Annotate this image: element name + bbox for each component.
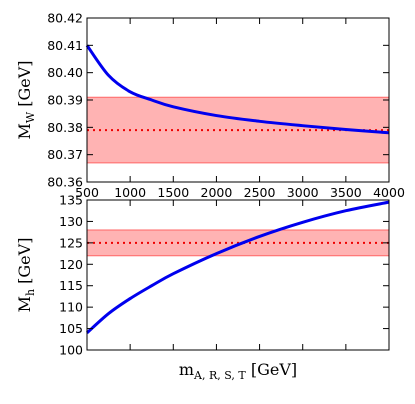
bot-ytick-label: 120 bbox=[59, 257, 83, 272]
top-ytick-label: 80.40 bbox=[47, 65, 83, 80]
top-ylabel-sub: W bbox=[24, 111, 37, 123]
bottom-frame bbox=[86, 199, 390, 351]
bot-ytick-label: 105 bbox=[59, 321, 83, 336]
bot-ytick-label: 125 bbox=[59, 235, 83, 250]
bottom-xlabel: mA, R, S, T [GeV] bbox=[179, 360, 297, 382]
bottom-xlabel-unit: [GeV] bbox=[246, 360, 297, 379]
top-ytick-label: 80.37 bbox=[47, 147, 83, 162]
bottom-plot-area bbox=[87, 200, 389, 350]
top-xtick-label: 1500 bbox=[157, 185, 189, 200]
top-series-line bbox=[85, 44, 390, 135]
top-panel: 80.36 80.37 80.38 80.39 80.40 80.41 80.42 500 1… bbox=[15, 11, 405, 201]
bot-ytick-label: 100 bbox=[59, 343, 83, 358]
top-xtick-label: 500 bbox=[75, 185, 99, 200]
bot-ytick-label: 135 bbox=[59, 193, 83, 208]
top-ytick-label: 80.38 bbox=[47, 120, 83, 135]
top-xtick-label: 4000 bbox=[373, 185, 405, 200]
bottom-ylabel-unit: [GeV] bbox=[15, 238, 34, 289]
top-xtick-label: 3500 bbox=[330, 185, 362, 200]
bottom-ylabel: Mh [GeV] bbox=[15, 238, 37, 313]
bottom-ylabel-sub: h bbox=[24, 289, 37, 296]
top-ytick-label: 80.39 bbox=[47, 93, 83, 108]
top-xtick-label: 3000 bbox=[287, 185, 319, 200]
bottom-ylabel-main: M bbox=[15, 296, 34, 312]
bottom-panel: 100 105 110 115 120 125 130 135 Mh [GeV] mA, R,… bbox=[15, 193, 390, 382]
top-xtick-label: 2000 bbox=[201, 185, 233, 200]
top-ylabel: MW [GeV] bbox=[15, 60, 37, 139]
top-ytick-label: 80.42 bbox=[47, 11, 83, 26]
top-ylabel-main: M bbox=[15, 123, 34, 139]
bottom-xlabel-main: m bbox=[179, 360, 194, 379]
bot-ytick-label: 110 bbox=[59, 300, 83, 315]
top-ylabel-unit: [GeV] bbox=[15, 60, 34, 111]
top-xtick-label: 1000 bbox=[114, 185, 146, 200]
bottom-xlabel-sub: A, R, S, T bbox=[193, 369, 246, 382]
top-ytick-label: 80.36 bbox=[47, 175, 83, 190]
bottom-series-line bbox=[85, 200, 390, 334]
bot-ytick-label: 130 bbox=[59, 214, 83, 229]
bot-ytick-label: 115 bbox=[59, 278, 83, 293]
top-xtick-label: 2500 bbox=[244, 185, 276, 200]
top-ytick-label: 80.41 bbox=[47, 38, 83, 53]
